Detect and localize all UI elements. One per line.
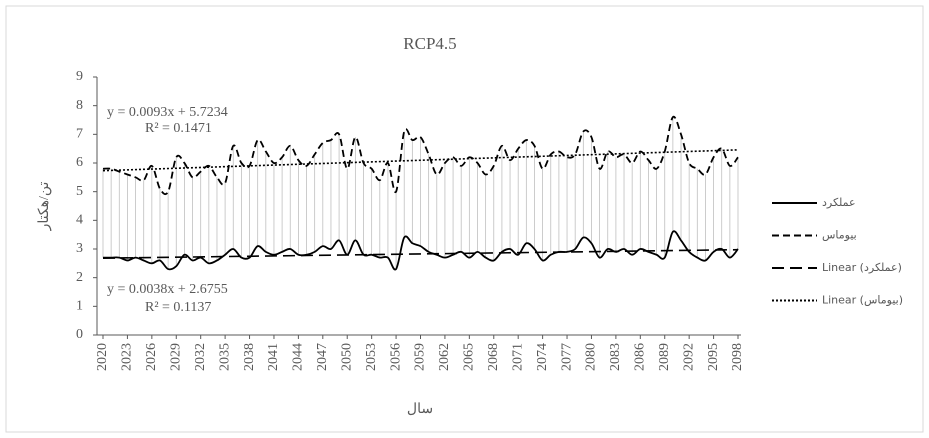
series-line	[102, 115, 739, 196]
y-tick-label: 7	[76, 127, 83, 142]
x-tick-label: 2083	[608, 343, 623, 371]
x-tick-label: 2077	[559, 343, 574, 371]
y-tick-label: 4	[76, 213, 83, 228]
legend-label: Linear (عملکرد)	[822, 261, 902, 274]
x-tick-label: 2068	[486, 343, 501, 371]
x-tick-label: 2098	[730, 343, 745, 371]
x-tick-label: 2020	[95, 343, 110, 371]
x-tick-label: 2029	[168, 343, 183, 371]
x-tick-label: 2041	[266, 343, 281, 371]
x-tick-label: 2032	[193, 343, 208, 371]
x-tick-label: 2053	[364, 343, 379, 371]
x-tick-label: 2023	[120, 343, 135, 371]
x-tick-label: 2038	[242, 343, 257, 371]
trend-r2: R² = 0.1471	[145, 121, 212, 136]
y-axis-label: تن/هکتار	[37, 181, 52, 231]
trendline	[102, 149, 739, 172]
x-tick-label: 2026	[144, 343, 159, 371]
trend-r2: R² = 0.1137	[145, 300, 211, 315]
x-tick-label: 2092	[681, 343, 696, 371]
x-tick-label: 2071	[510, 343, 525, 371]
x-tick-label: 2095	[706, 343, 721, 371]
trend-equation: y = 0.0093x + 5.7234	[107, 105, 228, 120]
x-tick-label: 2086	[633, 343, 648, 371]
y-tick-label: 8	[76, 98, 83, 113]
trendline	[102, 248, 739, 259]
legend-label: عملکرد	[822, 196, 856, 209]
y-tick-label: 9	[76, 69, 83, 84]
legend-label: Linear (بیوماس)	[822, 294, 903, 307]
y-tick-label: 6	[76, 155, 83, 170]
chart-title: RCP4.5	[403, 34, 456, 53]
chart-frame	[5, 5, 924, 433]
y-tick-label: 3	[76, 241, 83, 256]
x-tick-label: 2044	[291, 343, 306, 371]
series-line	[103, 230, 739, 271]
x-tick-label: 2065	[462, 343, 477, 371]
y-tick-label: 5	[76, 184, 83, 199]
x-tick-label: 2074	[535, 343, 550, 371]
legend-label: بیوماس	[822, 229, 857, 242]
y-tick-label: 1	[76, 299, 83, 314]
x-tick-label: 2050	[339, 343, 354, 371]
x-tick-label: 2089	[657, 343, 672, 371]
x-tick-label: 2056	[388, 343, 403, 371]
x-tick-label: 2062	[437, 343, 452, 371]
x-tick-label: 2059	[413, 343, 428, 371]
x-tick-label: 2035	[217, 343, 232, 371]
y-tick-label: 0	[76, 327, 83, 342]
x-tick-label: 2080	[584, 343, 599, 371]
y-tick-label: 2	[76, 270, 83, 285]
x-tick-label: 2047	[315, 343, 330, 371]
trend-equation: y = 0.0038x + 2.6755	[107, 282, 228, 297]
x-axis-label: سال	[407, 402, 433, 417]
